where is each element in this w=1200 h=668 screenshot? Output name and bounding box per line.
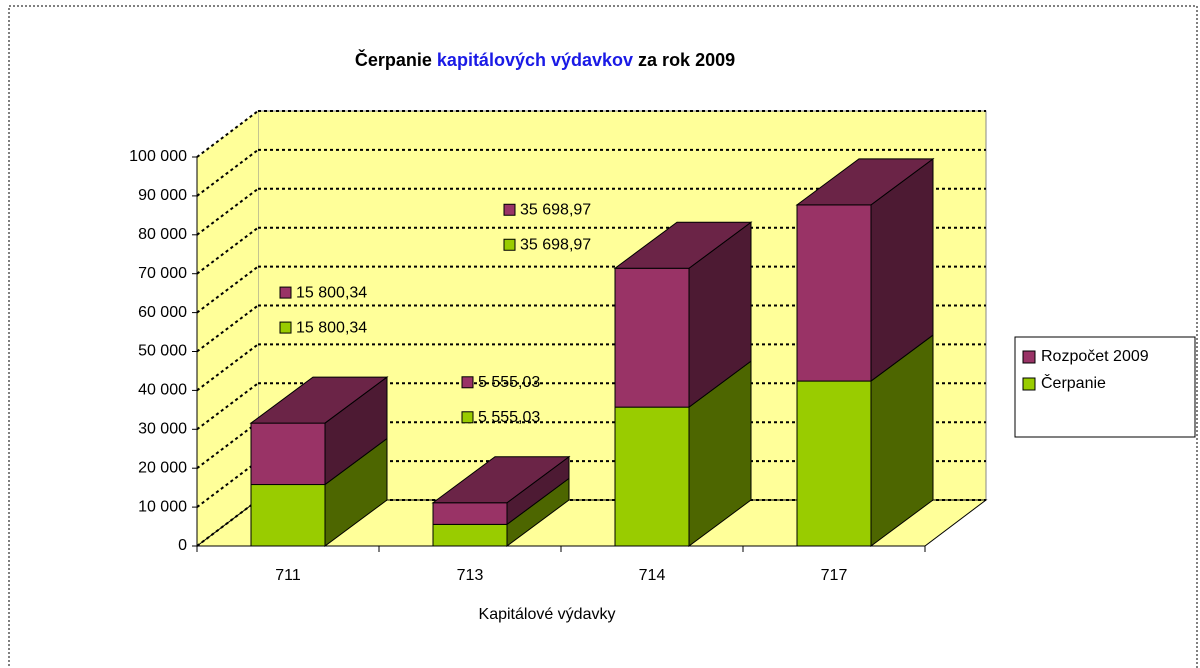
legend-key <box>1022 350 1036 364</box>
title-part: za rok 2009 <box>638 50 736 70</box>
grid-line <box>196 188 259 236</box>
bar-front <box>796 380 872 547</box>
data-label: 35 698,97 <box>520 236 591 253</box>
bar-front <box>796 204 872 382</box>
y-tick-label: 70 000 <box>138 265 187 282</box>
bar-front <box>614 267 690 408</box>
title-part: kapitálových výdavkov <box>436 50 634 70</box>
grid-line <box>196 265 259 314</box>
label-key <box>279 286 292 299</box>
y-tick-label: 10 000 <box>138 498 187 515</box>
data-label: 15 800,34 <box>296 284 367 301</box>
bar-top <box>249 376 389 424</box>
label-key <box>503 238 516 251</box>
grid-line <box>196 304 259 353</box>
y-tick-label: 80 000 <box>138 226 187 243</box>
legend-key <box>1022 377 1036 391</box>
x-tick-label: 717 <box>821 567 848 584</box>
y-tick-label: 20 000 <box>138 459 187 476</box>
y-tick-label: 90 000 <box>138 187 187 204</box>
label-key <box>279 321 292 334</box>
grid-line <box>196 110 259 158</box>
bar <box>796 334 934 547</box>
x-axis-label: Kapitálové výdavky <box>479 606 616 623</box>
data-label: 5 555,03 <box>478 409 540 426</box>
legend-label: Rozpočet 2009 <box>1041 348 1149 365</box>
y-tick-label: 30 000 <box>138 421 187 438</box>
data-label: 35 698,97 <box>520 201 591 218</box>
grid-line <box>196 226 259 275</box>
legend-box <box>1014 336 1196 438</box>
bar <box>432 477 570 547</box>
label-key <box>461 376 474 389</box>
bar-top <box>613 221 753 269</box>
bar-top <box>431 456 571 504</box>
y-tick-label: 0 <box>178 537 187 554</box>
frame <box>8 5 1198 668</box>
grid-line <box>196 149 259 197</box>
legend-label: Čerpanie <box>1041 373 1106 392</box>
bar-front <box>432 523 508 547</box>
grid-line <box>196 343 259 392</box>
y-tick-label: 100 000 <box>129 148 187 165</box>
x-tick-label: 711 <box>275 567 301 584</box>
bar-front <box>250 484 326 547</box>
chart-title: Čerpanie kapitálových výdavkov za rok 20… <box>0 50 1090 71</box>
label-key <box>461 411 474 424</box>
y-tick-label: 40 000 <box>138 382 187 399</box>
bar <box>431 455 571 526</box>
x-tick-label: 713 <box>457 567 484 584</box>
grid-line <box>196 421 259 469</box>
grid-line <box>196 460 259 508</box>
bar <box>795 157 935 383</box>
label-key <box>503 203 516 216</box>
bar <box>614 360 752 547</box>
bar-top <box>795 158 935 206</box>
y-tick-label: 60 000 <box>138 304 187 321</box>
data-label: 15 800,34 <box>296 319 367 336</box>
title-part: Čerpanie <box>354 50 432 70</box>
bar-front <box>614 406 690 547</box>
x-tick-label: 714 <box>639 567 666 584</box>
bar-front <box>250 422 326 486</box>
data-label: 5 555,03 <box>478 374 540 391</box>
grid-line <box>196 499 259 547</box>
bar <box>249 376 389 486</box>
bar <box>613 221 753 409</box>
y-tick-label: 50 000 <box>138 343 187 360</box>
grid-line <box>196 382 259 431</box>
bar-front <box>432 502 508 525</box>
